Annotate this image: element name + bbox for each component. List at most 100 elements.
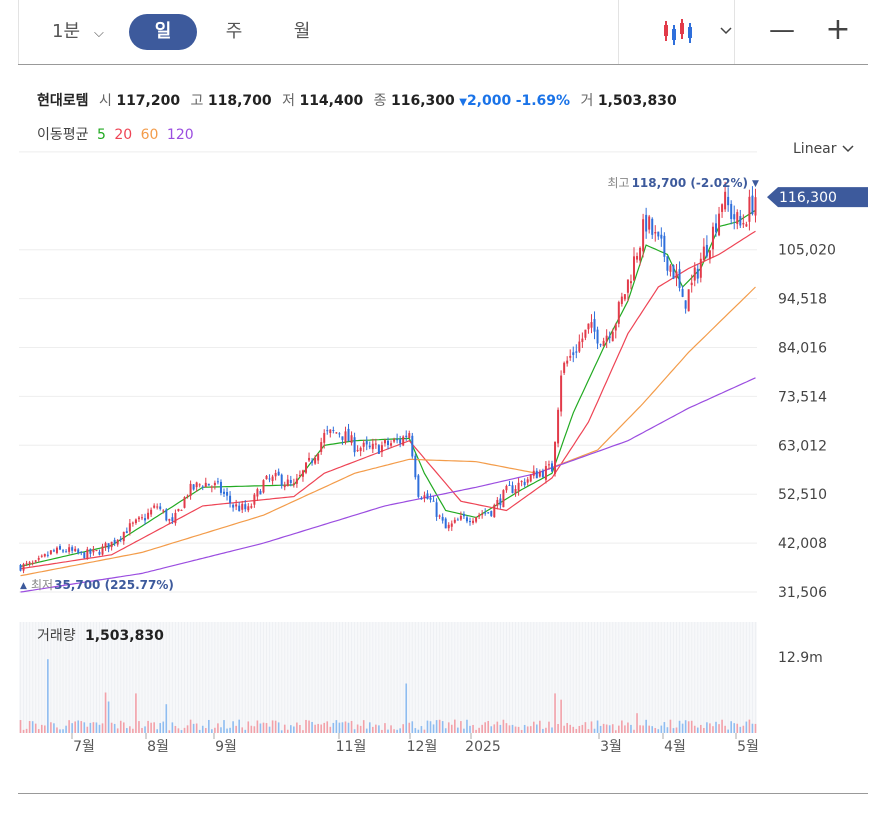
candle-body (256, 489, 259, 497)
divider (618, 0, 619, 64)
candle-body (335, 432, 338, 434)
candle-body (611, 331, 614, 342)
candle-body (654, 232, 657, 234)
volume-bar (417, 729, 420, 733)
volume-bar (37, 729, 40, 733)
volume-bar (614, 730, 617, 733)
volume-bar (393, 729, 395, 733)
candle-body (198, 484, 201, 486)
volume-bar (593, 728, 596, 733)
scale-dropdown[interactable]: Linear (793, 141, 855, 157)
ma-line-60 (20, 286, 756, 577)
volume-bar (259, 723, 262, 733)
candle-body (648, 216, 651, 230)
candle-body (153, 505, 156, 508)
volume-bar (384, 723, 386, 733)
y-tick-label: 31,506 (778, 585, 827, 601)
volume-bar (372, 726, 374, 733)
candle-body (323, 433, 326, 443)
interval-1m-dropdown[interactable]: 1분 ⌵ (38, 14, 132, 50)
volume-bar (65, 725, 67, 733)
zoom-in-button[interactable]: + (825, 12, 851, 47)
candle-body (80, 551, 83, 553)
interval-1m-label: 1분 (52, 21, 81, 42)
candle-body (286, 479, 289, 487)
candle-body (529, 474, 532, 482)
volume-bar (80, 721, 83, 733)
volume-bar (19, 720, 22, 733)
tab-day[interactable]: 일 (129, 14, 197, 50)
volume-bar (95, 722, 98, 733)
volume-bar (329, 726, 332, 733)
candle-body (614, 324, 617, 331)
candle-body (171, 517, 174, 522)
zoom-out-button[interactable]: — (769, 15, 795, 45)
high-label: 고 (190, 93, 204, 109)
volume-bar (296, 722, 298, 733)
tab-week[interactable]: 주 (225, 21, 243, 42)
candle-body (435, 502, 438, 517)
volume-bar (596, 720, 599, 733)
candle-body (557, 409, 560, 444)
volume-bar (706, 722, 708, 733)
volume-bar (599, 725, 602, 733)
volume-bar (490, 726, 493, 733)
volume-bar (362, 720, 365, 733)
volume-bar (34, 723, 37, 733)
volume-bar (59, 729, 61, 733)
volume-bar (618, 725, 620, 733)
candle-body (554, 441, 557, 474)
chart-type-dropdown[interactable] (638, 14, 738, 50)
candle-body (374, 443, 377, 445)
candle-body (344, 431, 347, 443)
y-tick-label: 105,020 (778, 243, 836, 259)
volume-bar (162, 721, 165, 733)
volume-bar (724, 725, 726, 733)
candle-body (68, 547, 71, 552)
candle-body (423, 495, 426, 499)
tab-month[interactable]: 월 (293, 21, 311, 42)
candle-body (113, 539, 116, 544)
volume-bar (262, 722, 265, 733)
candle-body (584, 329, 587, 338)
low-value: 114,400 (299, 93, 364, 109)
candle-body (265, 475, 268, 480)
volume-bar (396, 729, 398, 733)
candle-body (253, 494, 256, 505)
volume-bar (523, 724, 526, 733)
volume-bar (526, 726, 529, 733)
candle-body (298, 474, 301, 477)
candle-body (219, 481, 222, 493)
candle-body (125, 531, 128, 534)
candle-body (478, 515, 481, 517)
candle-body (432, 500, 435, 502)
volume-bar (560, 699, 562, 733)
candle-body (599, 344, 602, 346)
candle-body (684, 300, 687, 309)
volume-bar (499, 724, 502, 733)
candle-body (189, 483, 192, 496)
candle-body (721, 204, 724, 212)
volume-bar (25, 728, 28, 733)
down-arrow-icon: ▼ (752, 179, 759, 189)
candle-body (396, 439, 399, 441)
current-price-label: 116,300 (779, 190, 837, 206)
candle-body (232, 504, 235, 508)
change-percent: -1.69% (515, 93, 571, 109)
candle-body (213, 482, 216, 486)
candle-body (411, 435, 414, 457)
volume-bar (116, 728, 119, 733)
volume-bar (700, 724, 702, 733)
volume-bar (89, 722, 92, 733)
volume-bar (687, 721, 690, 733)
low-marker-label: 최저35,700 (225.77%) (31, 578, 174, 592)
candle-body (37, 558, 40, 560)
candle-body (305, 462, 307, 473)
y-tick-label: 73,514 (778, 389, 827, 405)
candle-body (347, 428, 350, 442)
volume-bar (690, 720, 693, 733)
candle-body (456, 519, 459, 521)
candle-body (216, 481, 219, 483)
volume-bar (630, 724, 632, 733)
volume-bar (165, 704, 168, 733)
